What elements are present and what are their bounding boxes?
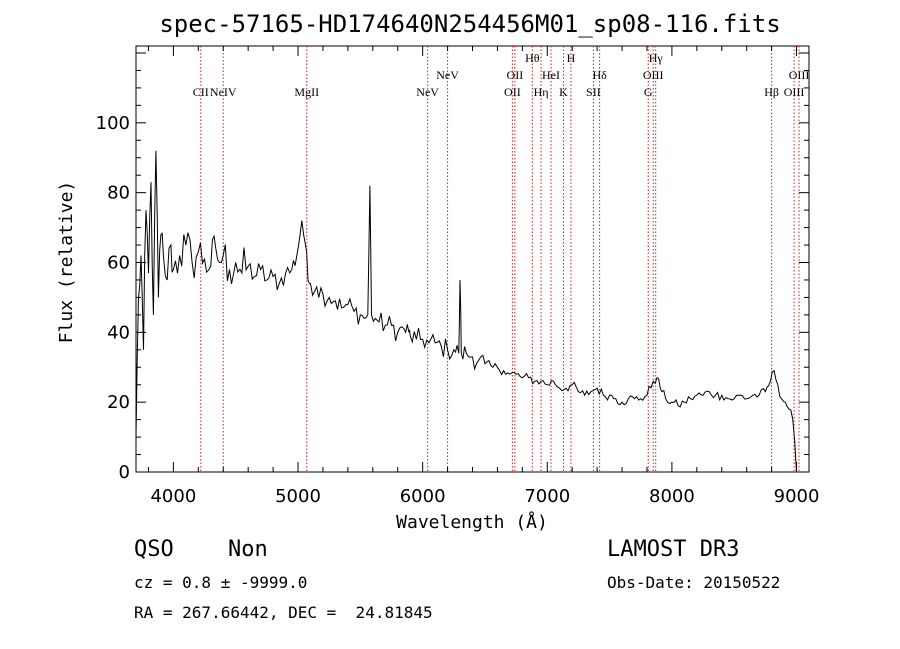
plot-frame: [135, 45, 810, 473]
x-axis-label: Wavelength (Å): [396, 511, 548, 533]
flux-series-line: [135, 150, 797, 473]
emission-line-label: NeV: [436, 68, 459, 82]
chart-title: spec-57165-HD174640N254456M01_sp08-116.f…: [159, 10, 780, 38]
object-subclass: Non: [228, 537, 268, 562]
emission-line-label: OIII: [789, 68, 810, 82]
emission-line-label: MgII: [294, 85, 319, 99]
emission-line-label: NeIV: [210, 85, 237, 99]
y-tick-label: 60: [107, 252, 130, 273]
y-tick-label: 100: [96, 113, 130, 134]
x-tick-label: 4000: [150, 486, 196, 507]
emission-line-label: HeI: [542, 68, 560, 82]
x-axis-ticks: 4000 5000 6000 7000 8000 9000: [147, 46, 820, 507]
object-class: QSO: [134, 537, 174, 562]
observation-date: Obs-Date: 20150522: [607, 573, 781, 592]
redshift-text: cz = 0.8 ± -9999.0: [134, 573, 308, 592]
emission-line-labels: CII NeIV MgII NeVNeVOIIOIIHθHηHeIKHSIIHδGOI…: [193, 51, 810, 99]
emission-line-label: G: [644, 85, 653, 99]
emission-line-label: OII: [507, 68, 524, 82]
emission-line-label: OII: [504, 85, 521, 99]
x-tick-label: 9000: [774, 486, 820, 507]
x-tick-label: 6000: [400, 486, 446, 507]
x-tick-label: 8000: [649, 486, 695, 507]
emission-line-label: OIII: [643, 68, 664, 82]
y-tick-label: 0: [119, 462, 130, 483]
emission-line-label: Hθ: [525, 51, 540, 65]
x-tick-label: 7000: [524, 486, 570, 507]
emission-line-label: Hη: [534, 85, 549, 99]
coordinates-text: RA = 267.66442, DEC = 24.81845: [134, 603, 433, 622]
y-tick-label: 40: [107, 322, 130, 343]
x-tick-label: 5000: [275, 486, 321, 507]
emission-line-label: Hγ: [649, 51, 664, 65]
emission-line-label: OIII: [784, 85, 805, 99]
emission-line-label: Hδ: [592, 68, 607, 82]
y-axis-ticks: 0 20 40 60 80 100: [96, 52, 809, 483]
emission-line-label: SII: [586, 85, 601, 99]
emission-line-label: NeV: [416, 85, 439, 99]
emission-line-label: H: [567, 51, 576, 65]
emission-line-label: CII: [193, 85, 209, 99]
y-tick-label: 80: [107, 183, 130, 204]
emission-line-label: K: [559, 85, 568, 99]
emission-line-markers: [200, 46, 800, 472]
y-axis-label: Flux (relative): [56, 181, 77, 344]
survey-name: LAMOST DR3: [607, 537, 740, 562]
y-tick-label: 20: [107, 392, 130, 413]
emission-line-label: Hβ: [764, 85, 779, 99]
